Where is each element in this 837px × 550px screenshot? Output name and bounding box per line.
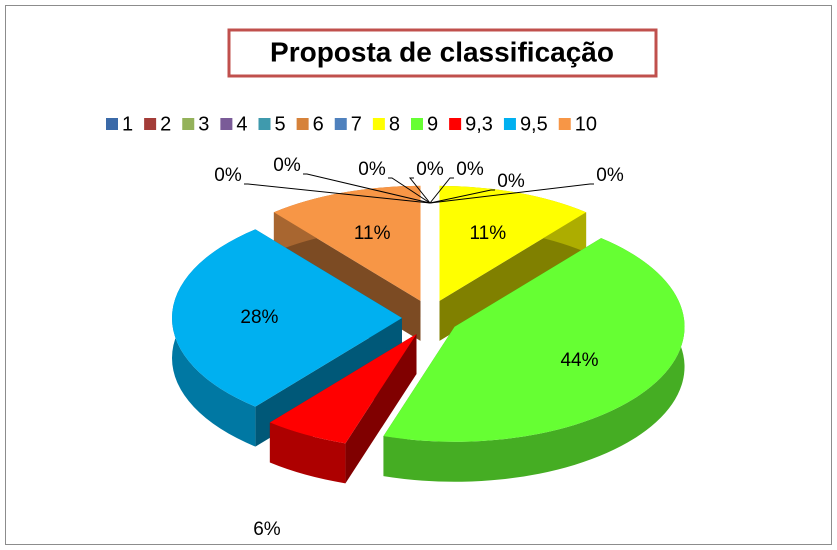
legend-label: 10 (575, 113, 597, 135)
leader-line (303, 173, 431, 204)
data-label: 0% (416, 159, 444, 180)
leader-line (429, 183, 594, 204)
legend-label: 5 (275, 113, 286, 135)
data-label: 0% (273, 155, 301, 176)
legend-label: 7 (351, 113, 362, 135)
legend-swatch (296, 118, 309, 130)
slice-face (269, 422, 346, 484)
legend-label: 2 (160, 113, 171, 135)
slice-face (273, 185, 421, 301)
legend-swatch (182, 118, 195, 130)
data-label: 44% (560, 350, 598, 371)
legend-label: 3 (198, 113, 209, 135)
data-label: 11% (469, 223, 506, 244)
legend-swatch (106, 118, 118, 130)
legend-swatch (449, 118, 462, 130)
legend-swatch (411, 118, 423, 130)
data-label: 0% (456, 159, 484, 180)
leader-line (408, 177, 431, 204)
data-label: 11% (354, 223, 391, 244)
data-label: 6% (253, 519, 281, 540)
legend-label: 8 (389, 113, 400, 135)
legend-swatch (558, 118, 571, 130)
slice-face (439, 212, 587, 341)
data-label: 28% (240, 307, 278, 328)
legend-swatch (258, 118, 271, 130)
legend-swatch (372, 118, 385, 130)
leader-line (244, 183, 431, 204)
legend-swatch (334, 118, 347, 130)
legend-swatch (220, 118, 233, 130)
legend-label: 6 (313, 113, 324, 135)
slice-face (383, 238, 685, 442)
title-box (227, 28, 658, 78)
legend-label: 9,5 (520, 113, 548, 135)
legend-swatch (503, 118, 516, 130)
legend-label: 1 (122, 113, 133, 135)
slice-face (172, 229, 402, 407)
slice-face (269, 333, 417, 444)
leader-line (429, 189, 495, 204)
leader-line (429, 177, 454, 204)
pie-slice (439, 185, 587, 341)
chart-title: Proposta de classificação (270, 36, 614, 67)
data-label: 0% (596, 165, 624, 186)
legend-label: 9 (427, 113, 438, 135)
legend-swatch (144, 118, 157, 130)
data-label: 0% (358, 159, 386, 180)
legend-label: 4 (236, 113, 247, 135)
data-label: 0% (214, 165, 242, 186)
data-label: 0% (497, 171, 525, 192)
pie-slice (383, 238, 685, 482)
legend-label: 9,3 (465, 113, 493, 135)
slice-face (439, 185, 587, 301)
pie-slice (269, 333, 417, 484)
leader-line (388, 177, 431, 204)
slice-face (383, 238, 685, 482)
